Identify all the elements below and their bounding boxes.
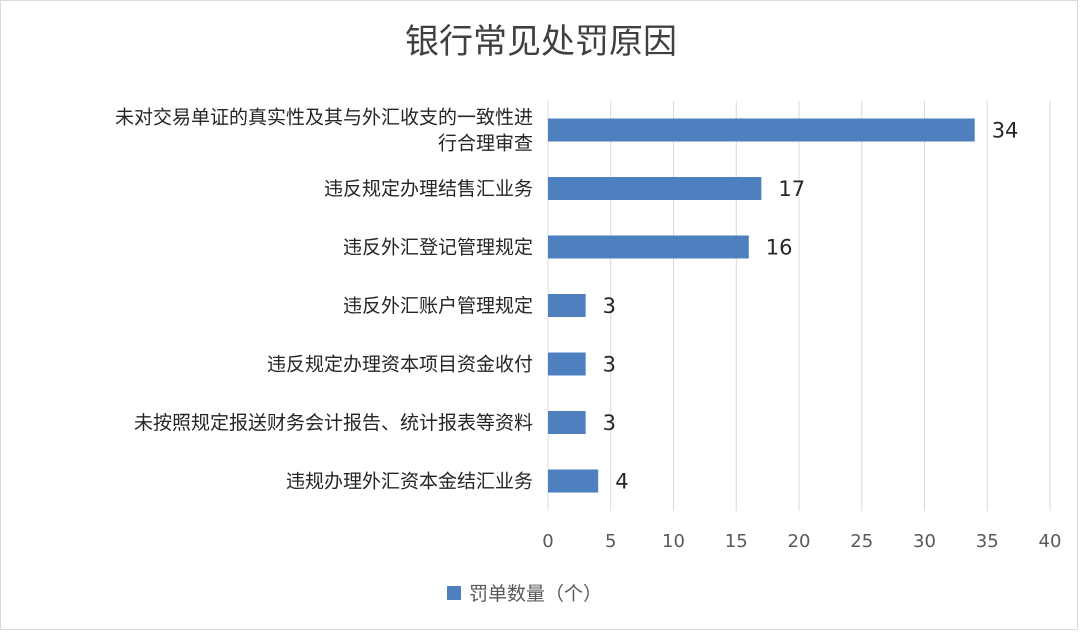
x-axis-tick-labels: 0 5 10 15 20 25 30 35 40 [542, 531, 1061, 552]
data-label: 34 [992, 119, 1019, 143]
x-tick-label: 15 [725, 531, 748, 552]
category-label: 未对交易单证的真实性及其与外汇收支的一致性进 [115, 107, 533, 129]
category-label: 行合理审查 [438, 133, 533, 155]
category-label: 违反规定办理结售汇业务 [324, 178, 533, 200]
legend-swatch [447, 586, 461, 600]
x-tick-label: 25 [850, 531, 873, 552]
bar [548, 469, 599, 493]
bar [548, 118, 975, 142]
category-label: 未按照规定报送财务会计报告、统计报表等资料 [134, 412, 533, 434]
bar [548, 294, 586, 317]
category-labels: 未对交易单证的真实性及其与外汇收支的一致性进行合理审查违反规定办理结售汇业务违反… [115, 107, 533, 493]
gridlines [547, 101, 1051, 511]
x-tick-label: 35 [976, 531, 999, 552]
data-label: 17 [778, 177, 805, 201]
bar [548, 411, 586, 434]
data-label: 16 [766, 236, 793, 260]
bar [548, 235, 749, 259]
x-tick-label: 0 [542, 531, 553, 552]
x-tick-label: 40 [1039, 531, 1062, 552]
legend: 罚单数量（个） [447, 583, 602, 605]
data-label: 3 [603, 411, 616, 435]
category-label: 违规办理外汇资本金结汇业务 [286, 471, 533, 493]
x-tick-label: 5 [605, 531, 616, 552]
category-label: 违反外汇登记管理规定 [343, 237, 533, 259]
legend-label: 罚单数量（个） [469, 583, 602, 605]
x-tick-label: 10 [662, 531, 685, 552]
category-label: 违反规定办理资本项目资金收付 [267, 354, 533, 376]
bar [548, 352, 586, 376]
data-label: 3 [603, 353, 616, 377]
x-tick-label: 30 [913, 531, 936, 552]
bar [548, 177, 762, 200]
data-label: 4 [615, 470, 628, 494]
x-tick-label: 20 [788, 531, 811, 552]
data-label: 3 [603, 294, 616, 318]
bars [548, 118, 975, 493]
category-label: 违反外汇账户管理规定 [343, 295, 533, 317]
chart-title: 银行常见处罚原因 [405, 22, 677, 62]
